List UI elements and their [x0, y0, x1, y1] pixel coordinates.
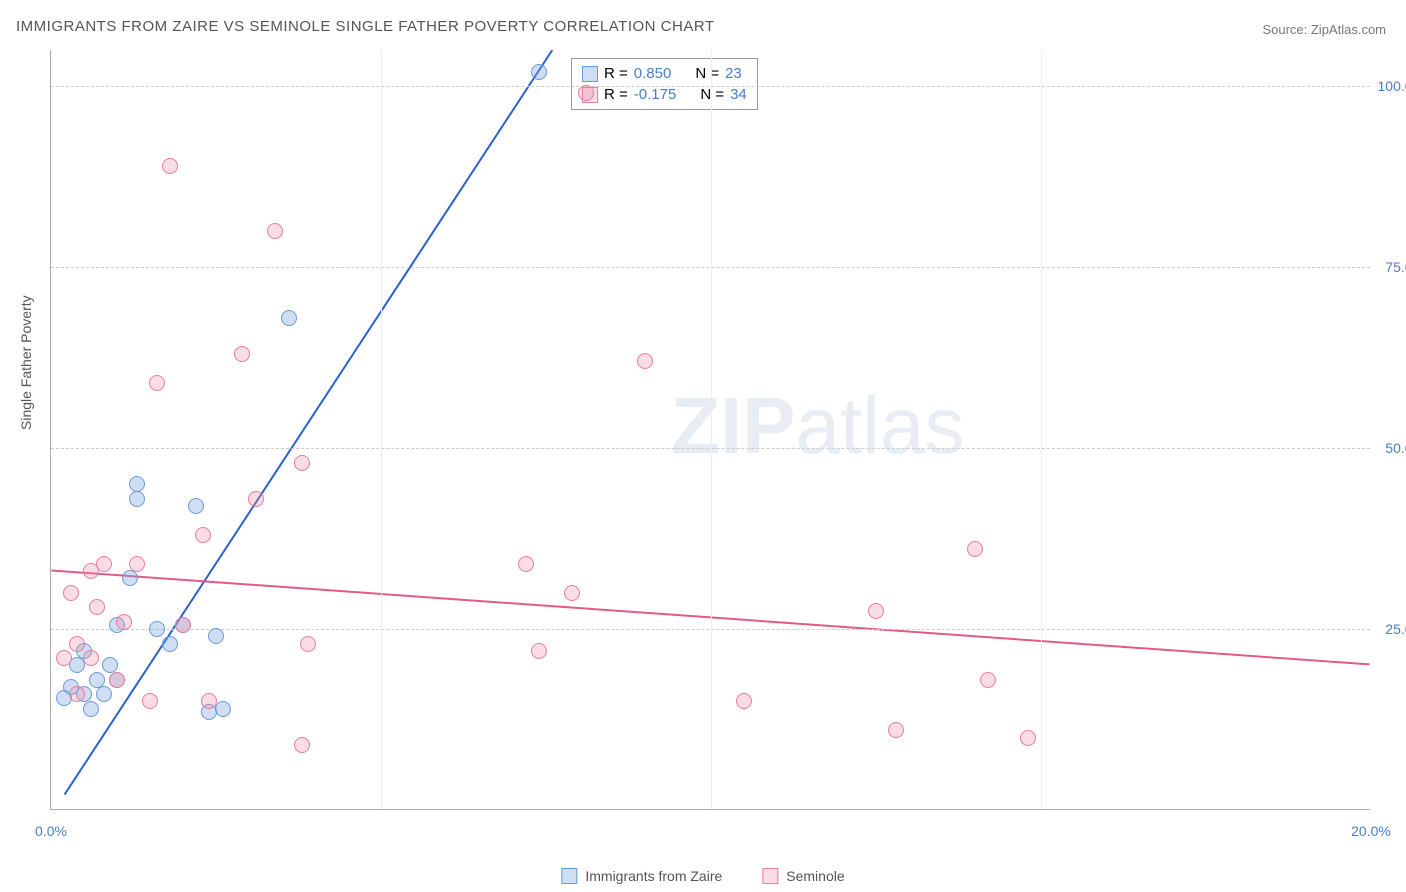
legend-item: Seminole — [762, 868, 844, 884]
watermark: ZIPatlas — [671, 380, 964, 472]
n-value: 23 — [725, 65, 742, 82]
n-label: N = — [700, 86, 724, 103]
data-point — [281, 310, 297, 326]
gridline-v — [711, 50, 712, 809]
data-point — [129, 491, 145, 507]
r-label: R = — [604, 65, 628, 82]
gridline-v — [1041, 50, 1042, 809]
legend-swatch — [582, 66, 598, 82]
data-point — [142, 693, 158, 709]
source-label: Source: ZipAtlas.com — [1262, 22, 1386, 37]
data-point — [129, 556, 145, 572]
data-point — [578, 85, 594, 101]
data-point — [175, 617, 191, 633]
y-tick-label: 50.0% — [1385, 440, 1406, 456]
r-value: -0.175 — [634, 86, 677, 103]
data-point — [83, 701, 99, 717]
data-point — [294, 737, 310, 753]
trend-line — [65, 50, 553, 795]
data-point — [888, 722, 904, 738]
x-tick-label: 0.0% — [35, 823, 67, 839]
data-point — [122, 570, 138, 586]
data-point — [69, 636, 85, 652]
data-point — [201, 693, 217, 709]
data-point — [149, 375, 165, 391]
stats-legend-row: R = 0.850 N = 23 — [582, 63, 747, 84]
x-tick-label: 20.0% — [1351, 823, 1391, 839]
n-label: N = — [695, 65, 719, 82]
scatter-plot: ZIPatlas R = 0.850 N = 23 R = -0.175 N = 34… — [50, 50, 1370, 810]
gridline-v — [381, 50, 382, 809]
data-point — [83, 650, 99, 666]
data-point — [69, 686, 85, 702]
data-point — [868, 603, 884, 619]
data-point — [116, 614, 132, 630]
data-point — [637, 353, 653, 369]
data-point — [63, 585, 79, 601]
data-point — [531, 64, 547, 80]
legend-swatch — [561, 868, 577, 884]
data-point — [518, 556, 534, 572]
data-point — [234, 346, 250, 362]
y-tick-label: 25.0% — [1385, 621, 1406, 637]
data-point — [294, 455, 310, 471]
y-axis-label: Single Father Poverty — [18, 295, 34, 430]
data-point — [96, 686, 112, 702]
data-point — [109, 672, 125, 688]
data-point — [967, 541, 983, 557]
legend-label: Immigrants from Zaire — [585, 868, 722, 884]
legend-item: Immigrants from Zaire — [561, 868, 722, 884]
n-value: 34 — [730, 86, 747, 103]
y-tick-label: 75.0% — [1385, 259, 1406, 275]
data-point — [89, 599, 105, 615]
stats-legend: R = 0.850 N = 23 R = -0.175 N = 34 — [571, 58, 758, 110]
data-point — [980, 672, 996, 688]
data-point — [267, 223, 283, 239]
data-point — [195, 527, 211, 543]
data-point — [129, 476, 145, 492]
data-point — [149, 621, 165, 637]
data-point — [188, 498, 204, 514]
series-legend: Immigrants from Zaire Seminole — [561, 868, 844, 884]
data-point — [531, 643, 547, 659]
data-point — [736, 693, 752, 709]
data-point — [208, 628, 224, 644]
data-point — [300, 636, 316, 652]
data-point — [564, 585, 580, 601]
r-label: R = — [604, 86, 628, 103]
r-value: 0.850 — [634, 65, 672, 82]
legend-label: Seminole — [786, 868, 844, 884]
data-point — [162, 158, 178, 174]
data-point — [56, 650, 72, 666]
data-point — [248, 491, 264, 507]
y-tick-label: 100.0% — [1378, 78, 1406, 94]
chart-title: IMMIGRANTS FROM ZAIRE VS SEMINOLE SINGLE… — [16, 18, 715, 35]
data-point — [1020, 730, 1036, 746]
legend-swatch — [762, 868, 778, 884]
data-point — [96, 556, 112, 572]
data-point — [162, 636, 178, 652]
